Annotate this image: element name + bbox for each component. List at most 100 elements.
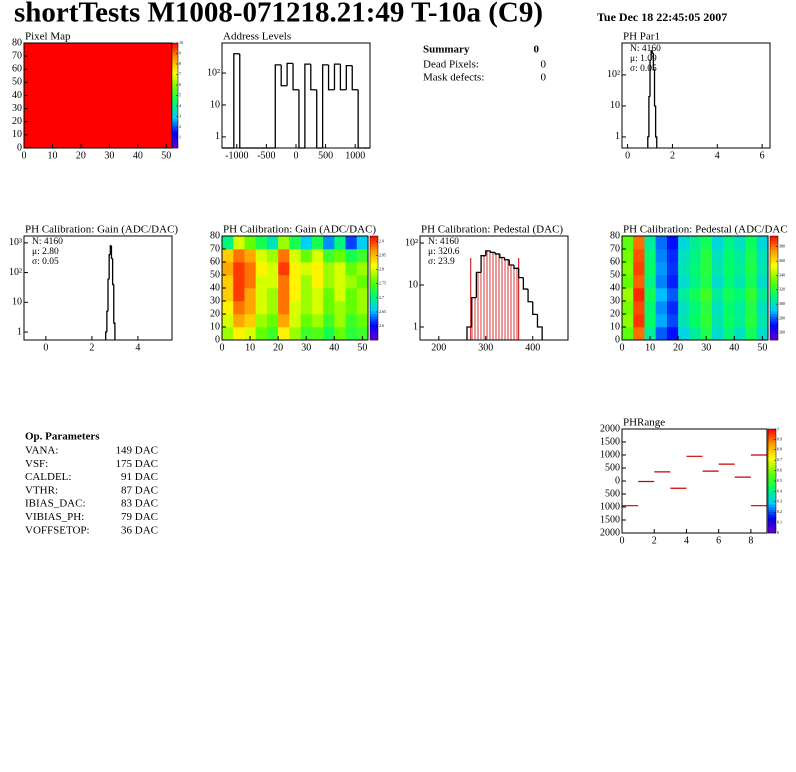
heatmap-cell (300, 301, 313, 315)
param-value: 87 DAC (121, 484, 158, 496)
heatmap-cell (689, 288, 701, 302)
palette-step (172, 134, 178, 138)
param-value: 79 DAC (121, 511, 158, 523)
heatmap-cell (689, 314, 701, 328)
x-tick-label: 40 (133, 150, 143, 161)
palette-label: 0.2 (777, 509, 782, 514)
plot-border (419, 235, 569, 341)
palette-step (370, 282, 378, 286)
palette-step (770, 311, 778, 315)
heatmap-cell (345, 249, 358, 263)
histogram-bin (106, 310, 109, 333)
y-tick-label: 40 (610, 282, 620, 293)
heatmap-cell (244, 275, 256, 289)
heatmap-cell (323, 236, 335, 250)
heatmap-cell (289, 288, 301, 302)
heatmap-cell (678, 314, 690, 328)
palette-step (172, 124, 178, 128)
panel-title: Address Levels (223, 31, 291, 43)
palette-step (768, 431, 776, 435)
heatmap-cell (700, 262, 713, 276)
palette-step (770, 236, 778, 239)
x-tick-label: -1000 (225, 150, 248, 161)
panel-title: PH Calibration: Pedestal (ADC/DAC (623, 224, 788, 236)
palette-step (172, 56, 178, 60)
palette-step (370, 241, 378, 245)
palette-label: 1 (777, 426, 779, 431)
summary-count: 0 (534, 44, 540, 56)
y-tick-label: 1 (215, 131, 220, 142)
heatmap-cell (244, 262, 256, 276)
heatmap-cell (745, 288, 758, 302)
palette-step (172, 140, 178, 144)
palette-step (768, 470, 776, 474)
heatmap-cell (233, 288, 245, 302)
palette-step (768, 514, 776, 518)
heatmap-cell (689, 236, 701, 250)
heatmap-cell (622, 288, 634, 302)
heatmap-cell (655, 314, 668, 328)
y-tick-label: 500 (605, 488, 620, 499)
param-value: 83 DAC (121, 498, 158, 510)
palette-label: 0.7 (777, 457, 782, 462)
heatmap-cell (266, 236, 279, 250)
heatmap-cell (222, 262, 234, 276)
panel-title: PH Par1 (623, 31, 660, 43)
panel-title: PH Calibration: Gain (ADC/DAC) (223, 224, 376, 236)
heatmap-cell (300, 262, 313, 276)
heatmap-cell (311, 275, 324, 289)
panel: PH Calibration: Gain (ADC/DAC)0 10 20 30 40 5… (210, 224, 386, 354)
y-tick-label: 2000 (600, 423, 620, 434)
heatmap-cell (222, 236, 234, 250)
heatmap-cell (278, 327, 290, 341)
x-tick-label: 50 (357, 342, 367, 353)
heatmap-cell (278, 301, 290, 315)
heatmap-cell (255, 262, 268, 276)
palette-step (172, 85, 178, 88)
heatmap-cell (734, 275, 746, 289)
heatmap-cell (233, 314, 245, 328)
palette-step (370, 238, 378, 242)
palette-step (770, 334, 778, 338)
palette-step (768, 449, 776, 453)
heatmap-cell (666, 301, 679, 315)
palette-step (768, 468, 776, 471)
x-tick-label: 8 (748, 535, 753, 546)
heatmap-cell (255, 327, 268, 341)
palette-step (172, 100, 178, 104)
palette-step (370, 272, 378, 276)
histogram-bin (489, 250, 496, 253)
palette-step (768, 494, 776, 497)
heatmap-cell (689, 301, 701, 315)
heatmap-cell (678, 262, 690, 276)
x-tick-label: 20 (76, 150, 86, 161)
heatmap-cell (644, 327, 656, 341)
palette-step (770, 314, 778, 317)
heatmap-cell (644, 275, 656, 289)
histogram-bin (286, 62, 294, 86)
param-label: CALDEL: (25, 471, 71, 483)
palette-step (768, 512, 776, 516)
palette-step (172, 129, 178, 133)
histogram-bin (527, 289, 533, 303)
heatmap-cell (655, 249, 668, 263)
palette-step (770, 321, 778, 325)
palette-label: 2.75 (379, 281, 386, 286)
heatmap-cell (745, 275, 758, 289)
heatmap-cell (278, 236, 290, 250)
x-tick-label: 10 (645, 342, 655, 353)
histogram-bin (111, 258, 114, 286)
heatmap-cell (222, 249, 234, 263)
histogram-bin (304, 63, 311, 148)
palette-step (770, 267, 778, 271)
histogram-bin (113, 284, 116, 340)
histogram-bin (233, 53, 240, 148)
heatmap-cell (222, 301, 234, 315)
palette-step (770, 324, 778, 328)
palette-step (770, 264, 778, 268)
histogram-bin (508, 259, 514, 266)
x-tick-label: 4 (684, 535, 689, 546)
palette-label: 0 (777, 530, 779, 535)
heatmap-cell (255, 314, 268, 328)
